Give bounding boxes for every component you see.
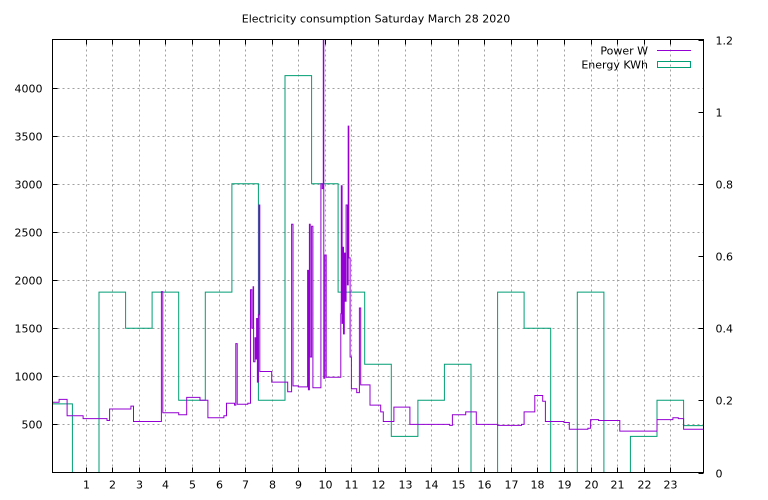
y-right-tick-label: 1	[716, 107, 723, 120]
legend-entry-power: Power W	[600, 45, 691, 58]
y-left-tick-label: 500	[22, 419, 43, 432]
x-tick-label: 12	[372, 479, 386, 492]
legend-label-energy: Energy KWh	[581, 59, 648, 72]
x-tick-label: 23	[664, 479, 678, 492]
y-left-tick-label: 3500	[15, 131, 43, 144]
y-right-tick-label: 0	[716, 468, 723, 481]
y-right-tick-label: 0.8	[716, 179, 734, 192]
y-left-tick-label: 2500	[15, 227, 43, 240]
x-tick-label: 6	[216, 479, 223, 492]
x-tick-label: 2	[109, 479, 116, 492]
y-right-tick-label: 0.4	[716, 323, 734, 336]
axis-ticks	[52, 39, 704, 474]
x-tick-label: 10	[319, 479, 333, 492]
x-tick-label: 18	[531, 479, 545, 492]
x-tick-labels: 1 2 3 4 5 6 7 8 9 10 11 12 13 14 15 16 17 18 19 20 21 22 23	[83, 479, 678, 492]
legend-swatch-energy	[657, 61, 691, 68]
x-tick-label: 20	[585, 479, 599, 492]
x-tick-label: 15	[452, 479, 466, 492]
y-right-tick-label: 0.2	[716, 395, 734, 408]
y-left-tick-labels: 500 1000 1500 2000 2500 3000 3500 4000	[15, 83, 43, 432]
legend-entry-energy: Energy KWh	[581, 59, 691, 72]
y-right-tick-label: 1.2	[716, 35, 734, 48]
x-tick-label: 11	[345, 479, 359, 492]
y-left-tick-label: 3000	[15, 179, 43, 192]
chart-title: Electricity consumption Saturday March 2…	[242, 13, 510, 26]
x-tick-label: 21	[611, 479, 625, 492]
x-tick-label: 16	[478, 479, 492, 492]
legend: Power W Energy KWh	[581, 45, 691, 72]
x-tick-label: 3	[136, 479, 143, 492]
legend-label-power: Power W	[600, 45, 648, 58]
x-tick-label: 17	[505, 479, 519, 492]
x-tick-label: 7	[242, 479, 249, 492]
y-right-tick-label: 0.6	[716, 251, 734, 264]
y-left-tick-label: 1500	[15, 323, 43, 336]
grid-lines	[52, 39, 704, 473]
x-tick-label: 1	[83, 479, 90, 492]
x-tick-label: 4	[162, 479, 169, 492]
x-tick-label: 9	[295, 479, 302, 492]
y-left-tick-label: 2000	[15, 275, 43, 288]
x-tick-label: 14	[425, 479, 439, 492]
x-tick-label: 5	[189, 479, 196, 492]
y-left-tick-label: 4000	[15, 83, 43, 96]
y-right-tick-labels: 0 0.2 0.4 0.6 0.8 1 1.2	[716, 35, 734, 481]
y-left-tick-label: 1000	[15, 371, 43, 384]
x-tick-label: 8	[269, 479, 276, 492]
x-tick-label: 22	[638, 479, 652, 492]
x-tick-label: 19	[558, 479, 572, 492]
x-tick-label: 13	[399, 479, 413, 492]
